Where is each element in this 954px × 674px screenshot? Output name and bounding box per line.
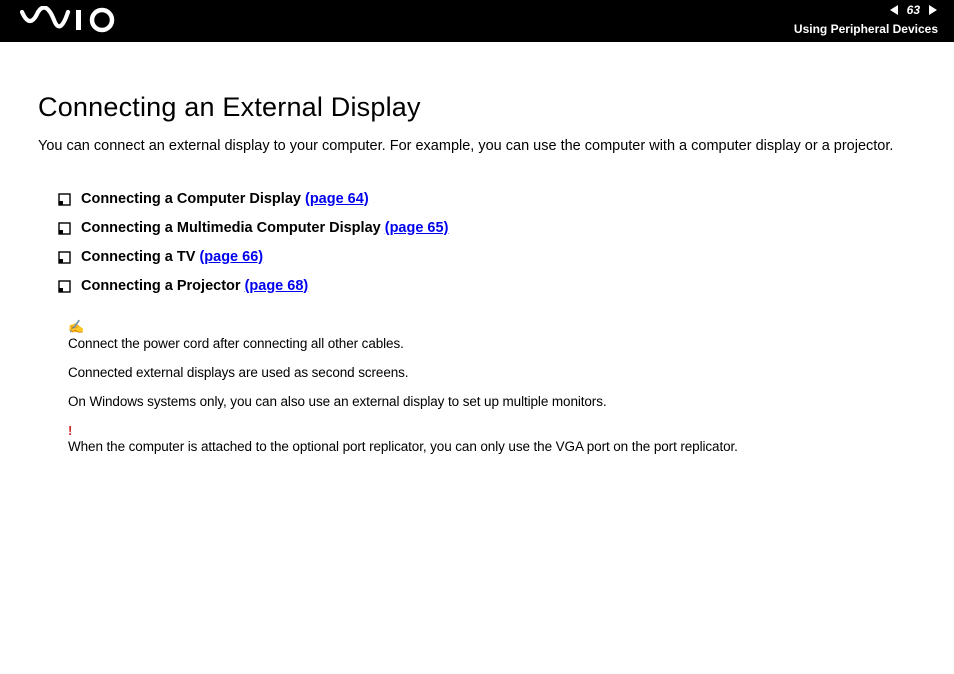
toc-item-text: Connecting a Multimedia Computer Display… <box>81 220 448 236</box>
toc-item: Connecting a Projector (page 68) <box>58 278 916 297</box>
toc-list: Connecting a Computer Display (page 64) … <box>38 191 916 297</box>
page-header: 63 Using Peripheral Devices <box>0 0 954 42</box>
bullet-icon <box>58 222 71 239</box>
vaio-logo <box>20 6 120 39</box>
toc-item: Connecting a Multimedia Computer Display… <box>58 220 916 239</box>
intro-paragraph: You can connect an external display to y… <box>38 137 916 157</box>
note-line: Connected external displays are used as … <box>68 365 916 380</box>
notes-block: ✍ Connect the power cord after connectin… <box>38 319 916 454</box>
toc-label: Connecting a Multimedia Computer Display <box>81 220 381 236</box>
toc-item-text: Connecting a Projector (page 68) <box>81 278 308 294</box>
page-title: Connecting an External Display <box>38 92 916 123</box>
toc-label: Connecting a TV <box>81 249 195 265</box>
toc-page-link[interactable]: (page 68) <box>245 278 309 294</box>
toc-item: Connecting a Computer Display (page 64) <box>58 191 916 210</box>
page-number: 63 <box>907 3 920 17</box>
note-line: Connect the power cord after connecting … <box>68 336 916 351</box>
section-title: Using Peripheral Devices <box>794 22 938 36</box>
bullet-icon <box>58 193 71 210</box>
bullet-icon <box>58 251 71 268</box>
toc-label: Connecting a Projector <box>81 278 241 294</box>
toc-item-text: Connecting a Computer Display (page 64) <box>81 191 369 207</box>
bullet-icon <box>58 280 71 297</box>
toc-item-text: Connecting a TV (page 66) <box>81 249 263 265</box>
toc-page-link[interactable]: (page 64) <box>305 191 369 207</box>
toc-page-link[interactable]: (page 65) <box>385 220 449 236</box>
note-icon: ✍ <box>68 319 916 335</box>
prev-page-button[interactable] <box>889 4 901 16</box>
warning-line: When the computer is attached to the opt… <box>68 439 916 454</box>
page-nav: 63 <box>889 3 938 17</box>
page-content: Connecting an External Display You can c… <box>0 42 954 454</box>
note-line: On Windows systems only, you can also us… <box>68 394 916 409</box>
warning-icon: ! <box>68 423 916 438</box>
toc-label: Connecting a Computer Display <box>81 191 301 207</box>
next-page-button[interactable] <box>926 4 938 16</box>
toc-page-link[interactable]: (page 66) <box>199 249 263 265</box>
toc-item: Connecting a TV (page 66) <box>58 249 916 268</box>
